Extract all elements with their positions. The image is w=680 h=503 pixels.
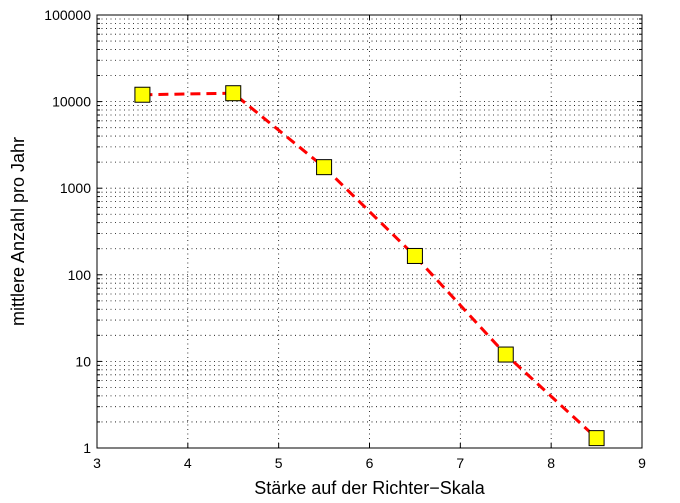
y-tick-label: 1 [83,440,91,456]
x-tick-label: 3 [93,455,101,471]
x-tick-label: 8 [547,455,555,471]
series-line [142,91,598,440]
y-tick-label: 100000 [44,7,91,23]
data-point [588,430,605,447]
y-axis-title: mittlere Anzahl pro Jahr [8,137,28,326]
x-tick-label: 6 [366,455,374,471]
y-tick-label: 10000 [52,94,91,110]
y-tick-label: 100 [68,267,92,283]
x-tick-label: 7 [456,455,464,471]
data-point [316,159,333,176]
x-tick-label: 5 [275,455,283,471]
y-tick-label: 10 [75,353,91,369]
data-point [406,247,423,264]
x-tick-label: 4 [184,455,192,471]
y-tick-label: 1000 [60,180,91,196]
tick-labels: 3 4 5 6 7 8 9 1 10 100 1000 10000 100000 [44,7,646,471]
data-point [134,86,151,103]
series-group [134,85,605,447]
x-tick-label: 9 [638,455,646,471]
grid [97,15,642,448]
data-point [225,85,242,102]
tick-marks [96,15,643,448]
x-axis-title: Stärke auf der Richter−Skala [254,478,486,498]
data-point [497,346,514,363]
